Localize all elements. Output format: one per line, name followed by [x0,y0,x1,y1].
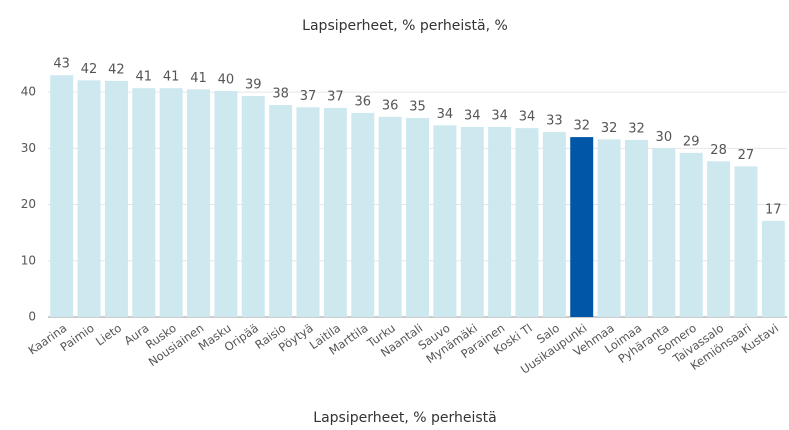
value-label: 32 [628,121,645,136]
value-label: 41 [190,71,207,86]
y-tick-label: 30 [21,141,36,155]
value-label: 37 [327,89,344,104]
bar [159,88,183,317]
x-tick-label: Lieto [93,321,124,349]
value-label: 30 [656,130,673,145]
bar [652,148,676,317]
value-label: 34 [437,107,454,122]
y-tick-label: 40 [21,85,36,99]
bar [624,139,648,317]
y-tick-label: 10 [21,253,36,267]
value-label: 32 [601,121,618,136]
value-label: 42 [81,62,98,77]
bar [187,89,211,317]
value-label: 34 [464,108,481,123]
bar [761,220,785,317]
bar [132,88,156,317]
value-label: 43 [53,57,70,72]
bar [679,152,703,317]
value-label: 38 [272,87,289,102]
bar [104,80,128,317]
chart-title: Lapsiperheet, % perheistä, % [302,18,508,34]
value-label: 36 [354,94,371,109]
bar [296,107,320,318]
value-label: 29 [683,134,700,149]
value-label: 39 [245,78,262,93]
value-label: 32 [573,119,590,134]
bar [378,116,402,317]
value-label: 33 [546,114,563,129]
bar [406,117,429,318]
value-label: 28 [710,143,727,158]
bar [570,137,594,317]
value-label: 36 [382,98,399,113]
bar [488,126,512,317]
value-label: 35 [409,99,426,114]
bar [323,107,347,317]
value-label: 27 [738,148,755,163]
value-label: 34 [519,110,536,125]
value-label: 34 [491,108,508,123]
bar [542,132,566,317]
y-tick-label: 0 [28,310,36,324]
bar [433,125,457,317]
bar [269,105,293,317]
value-label: 42 [108,62,125,77]
bar [460,126,484,317]
bar [515,128,539,317]
y-tick-label: 20 [21,197,36,211]
value-label: 37 [300,89,317,104]
bar [214,90,238,317]
bar [241,96,265,318]
bar [50,75,74,317]
value-label: 41 [136,70,153,85]
bar [707,161,731,317]
bar [734,166,758,317]
bar [77,80,101,317]
bar [351,112,375,317]
x-axis-label: Lapsiperheet, % perheistä [313,410,496,426]
value-label: 40 [218,72,235,87]
value-label: 17 [765,202,782,217]
value-label: 41 [163,70,180,85]
bar [597,139,621,317]
